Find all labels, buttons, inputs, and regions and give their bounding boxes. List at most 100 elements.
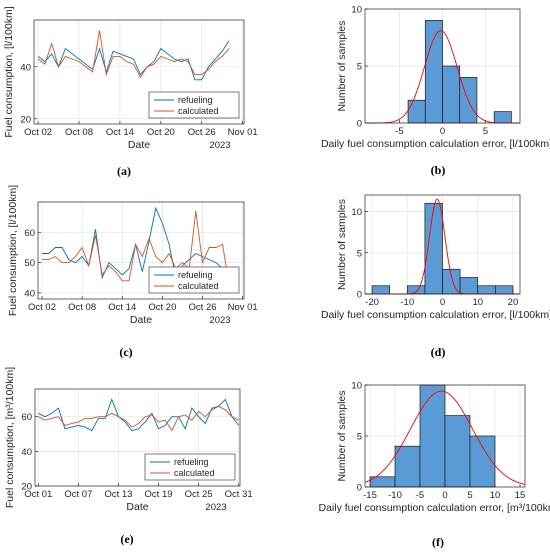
- histogram-bar: [494, 285, 514, 295]
- y-axis-label: Number of samples: [336, 20, 348, 111]
- x-tick-label: -5: [395, 126, 403, 137]
- y-tick-label: 60: [24, 228, 35, 239]
- x-tick-label: Oct 20: [147, 127, 175, 138]
- histogram-bar: [493, 111, 512, 124]
- axes-box: [33, 19, 245, 125]
- y-tick-label: 40: [24, 288, 35, 299]
- x-tick-label: Oct 08: [68, 302, 96, 313]
- series-line-refueling: [37, 40, 230, 81]
- x-tick-label: Oct 19: [145, 489, 173, 500]
- x-tick-label: Oct 26: [189, 302, 217, 313]
- y-axis-label: Number of samples: [336, 390, 348, 481]
- x-tick-label: Oct 13: [104, 489, 132, 500]
- axes-box: [34, 388, 241, 487]
- x-tick-label: Oct 25: [185, 489, 213, 500]
- chart-e: Oct 01 Oct 07 Oct 13 Oct 19 Oct 25 Oct 31 2023…: [4, 367, 253, 546]
- normal-fit-curve: [365, 30, 520, 124]
- y-tick-label: 5: [357, 62, 362, 73]
- legend-box: [144, 453, 236, 481]
- histogram-bar: [424, 20, 443, 124]
- x-tick-label: Nov 01: [228, 302, 258, 313]
- y-tick-label: 20: [20, 114, 31, 125]
- chart-a: Oct 02 Oct 08 Oct 14 Oct 20 Oct 26 Nov 01 2023…: [3, 6, 258, 178]
- x-secondary-label: 2023: [205, 502, 226, 513]
- x-axis-label: Daily fuel consumption calculation error…: [321, 138, 550, 150]
- legend-label-refueling: refueling: [174, 457, 209, 467]
- histogram-bar: [442, 65, 461, 124]
- legend-label-calculated: calculated: [174, 468, 215, 478]
- x-tick-label: 10: [490, 490, 501, 501]
- x-tick-label: 15: [515, 490, 526, 501]
- chart-c: Oct 02 Oct 08 Oct 14 Oct 20 Oct 26 Nov 01 2023…: [7, 185, 258, 359]
- normal-fit-curve: [364, 390, 526, 485]
- histogram-bar: [419, 384, 446, 488]
- series-line-calculated: [38, 405, 239, 432]
- y-tick-label: 10: [351, 5, 362, 16]
- x-tick-label: -20: [365, 297, 379, 308]
- x-tick-label: Oct 14: [108, 302, 136, 313]
- panel-caption: (c): [119, 345, 132, 359]
- panel-caption: (e): [120, 532, 133, 546]
- x-tick-label: 10: [472, 297, 483, 308]
- legend-label-calculated: calculated: [178, 106, 219, 116]
- y-tick-label: 10: [351, 207, 362, 218]
- x-tick-label: Oct 31: [225, 489, 253, 500]
- legend-box: [148, 266, 240, 294]
- x-tick-label: Oct 08: [65, 127, 93, 138]
- x-tick-label: -10: [400, 297, 414, 308]
- x-tick-label: Oct 20: [148, 302, 176, 313]
- histogram-bar: [406, 285, 426, 295]
- x-axis-label: Date: [126, 501, 148, 513]
- x-tick-label: Oct 02: [24, 127, 52, 138]
- x-tick-label: 0: [442, 490, 447, 501]
- y-tick-label: 0: [357, 290, 362, 301]
- series-line-calculated: [37, 30, 230, 79]
- x-tick-label: -15: [363, 490, 377, 501]
- y-tick-label: 40: [21, 447, 32, 458]
- chart-b: -5 0 5 0 5 10 Daily fuel consumption calculati…: [321, 5, 550, 178]
- x-secondary-label: 2023: [209, 140, 230, 151]
- y-tick-label: 10: [351, 381, 362, 392]
- y-axis-label: Fuel consumption, [m³/100km]: [4, 367, 16, 508]
- x-tick-label: 5: [467, 490, 472, 501]
- y-tick-label: 50: [24, 258, 35, 269]
- x-tick-label: -5: [416, 490, 424, 501]
- panel-caption: (b): [431, 163, 446, 177]
- panel-caption: (f): [432, 535, 444, 549]
- histogram-bar: [444, 415, 471, 488]
- panel-caption: (d): [431, 345, 446, 359]
- legend-label-calculated: calculated: [178, 281, 219, 291]
- x-axis-label: Daily fuel consumption calculation error…: [318, 502, 550, 514]
- x-tick-label: Oct 26: [188, 127, 216, 138]
- x-tick-label: 0: [440, 297, 445, 308]
- histogram-bar: [407, 99, 426, 124]
- x-tick-label: Nov 01: [228, 127, 258, 138]
- legend-label-refueling: refueling: [178, 95, 213, 105]
- x-tick-label: 5: [483, 126, 488, 137]
- y-axis-label: Number of samples: [336, 199, 348, 290]
- x-axis-label: Date: [130, 314, 152, 326]
- legend-label-refueling: refueling: [178, 270, 213, 280]
- panel-caption: (a): [117, 164, 131, 178]
- x-axis-label: Daily fuel consumption calculation error…: [321, 309, 550, 321]
- y-tick-label: 5: [357, 248, 362, 259]
- histogram-bar: [477, 285, 496, 295]
- x-tick-label: 0: [440, 126, 445, 137]
- x-tick-label: 20: [508, 297, 519, 308]
- series-line-refueling: [38, 398, 240, 432]
- y-axis-label: Fuel consumption, [l/100km]: [7, 185, 19, 316]
- x-axis-label: Date: [128, 139, 150, 151]
- histogram-bar: [394, 445, 421, 488]
- x-tick-label: Oct 02: [28, 302, 56, 313]
- x-secondary-label: 2023: [209, 315, 230, 326]
- axes-box: [37, 201, 245, 300]
- y-tick-label: 40: [20, 62, 31, 73]
- x-tick-label: -10: [388, 490, 402, 501]
- y-tick-label: 0: [357, 483, 362, 494]
- y-tick-label: 5: [357, 432, 362, 443]
